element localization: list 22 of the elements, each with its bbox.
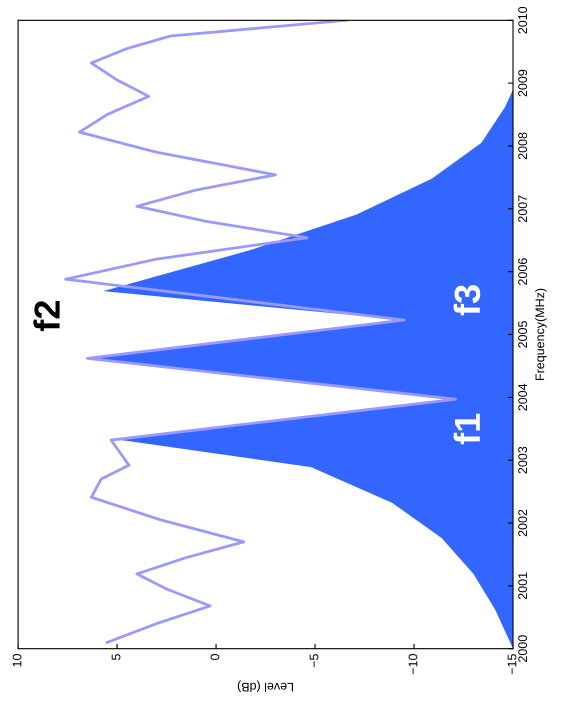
y-tick-label: 2004 [518, 384, 528, 411]
y-tick-label: 2007 [518, 196, 528, 222]
x-tick-label: −10 [408, 654, 418, 674]
y-tick-label: 2009 [518, 70, 528, 96]
y-axis-title: Frequency(MHz) [535, 288, 547, 380]
annotation: f3 [454, 285, 480, 316]
x-tick-label: 5 [112, 654, 120, 660]
x-tick-label: 10 [12, 654, 22, 667]
x-axis-title: Level (dB) [238, 680, 294, 692]
y-tick-label: 2002 [518, 510, 528, 536]
y-tick-label: 2010 [518, 6, 528, 34]
annotation: f2 [33, 301, 60, 332]
annotation: f1 [454, 414, 480, 444]
y-tick-label: 2005 [518, 321, 528, 348]
x-tick-label: −15 [508, 654, 516, 674]
y-tick-label: 2000 [518, 635, 528, 662]
x-tick-label: −5 [310, 654, 318, 668]
y-tick-label: 2006 [518, 258, 528, 285]
x-tick-label: 0 [210, 654, 220, 660]
y-tick-label: 2001 [518, 572, 528, 600]
y-tick-label: 2003 [518, 446, 528, 474]
y-tick-label: 2008 [518, 132, 528, 160]
